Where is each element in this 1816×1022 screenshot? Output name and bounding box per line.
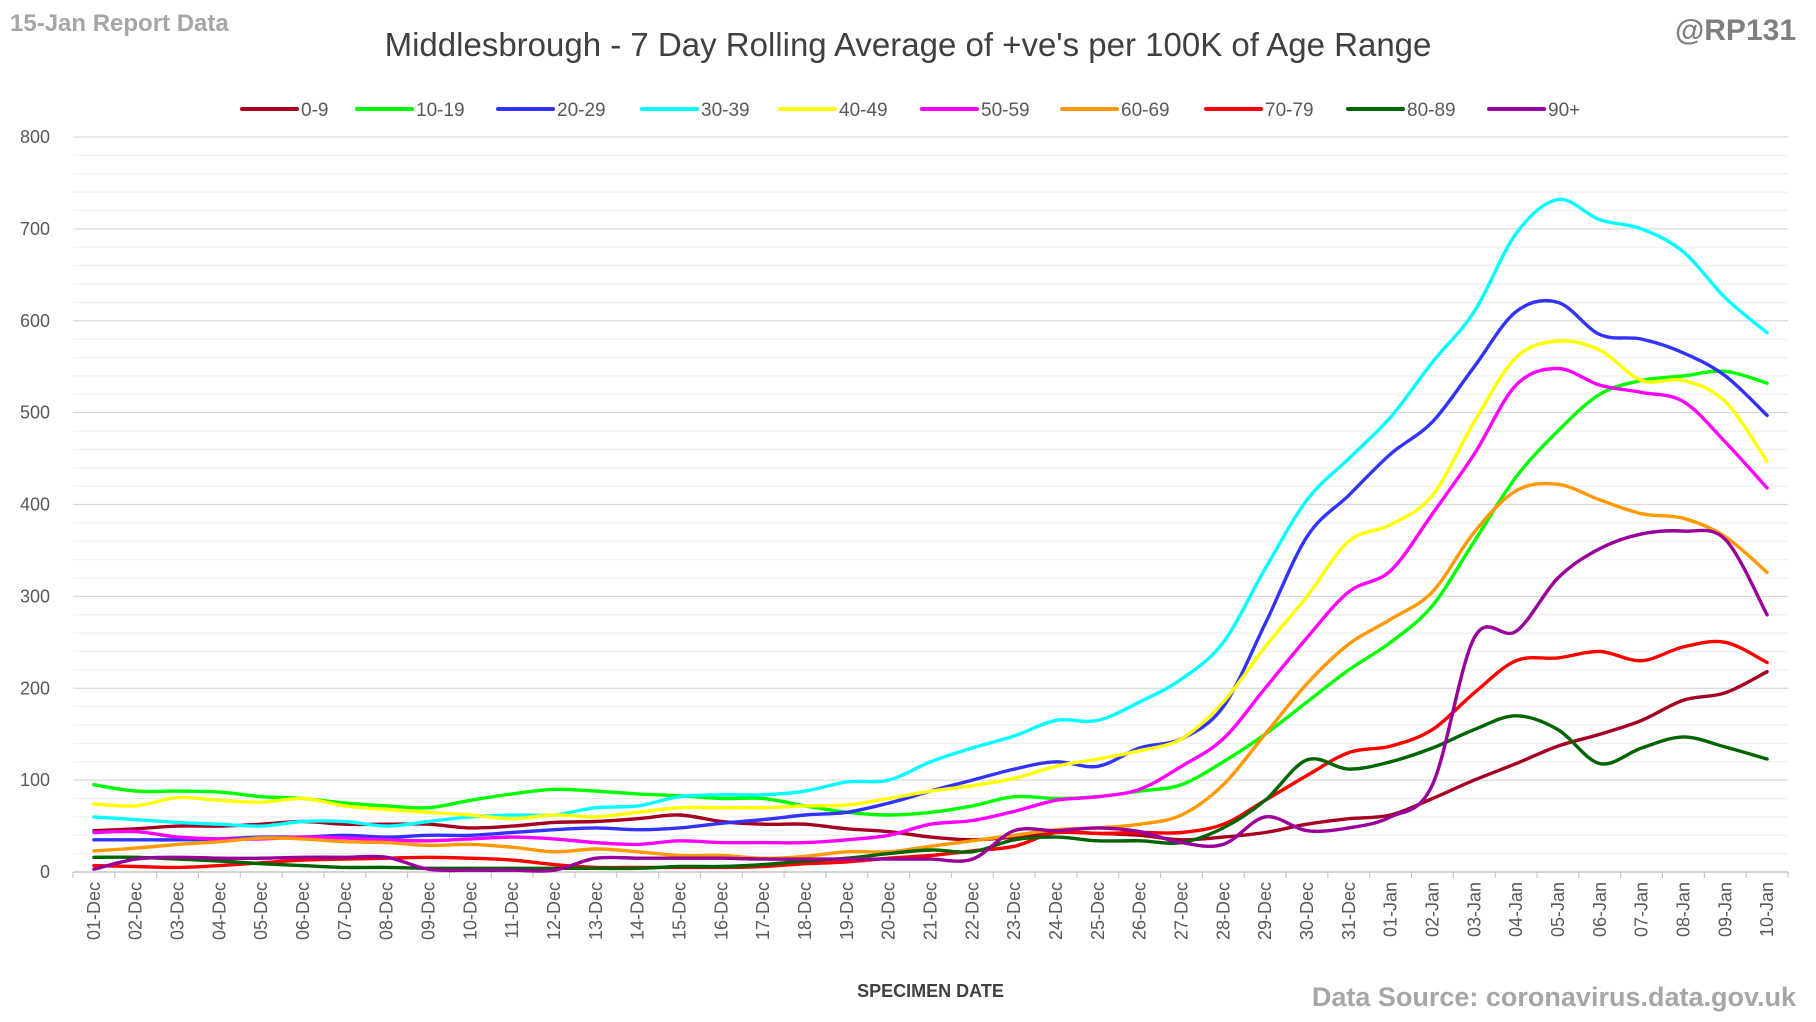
y-tick-label: 600 [20, 311, 50, 331]
x-tick-label: 16-Dec [711, 882, 731, 940]
legend-label: 0-9 [301, 100, 328, 121]
x-tick-label: 06-Dec [293, 882, 313, 940]
y-tick-label: 100 [20, 770, 50, 790]
series-line-10-19 [92, 369, 1769, 817]
legend-label: 60-69 [1121, 100, 1170, 121]
legend-label: 90+ [1548, 100, 1580, 121]
y-tick-label: 800 [20, 127, 50, 147]
x-tick-label: 08-Jan [1673, 882, 1693, 937]
legend-label: 40-49 [839, 100, 888, 121]
x-tick-label: 19-Dec [837, 882, 857, 940]
x-tick-label: 28-Dec [1213, 882, 1233, 940]
report-date-label: 15-Jan Report Data [10, 10, 229, 37]
legend-label: 80-89 [1407, 100, 1456, 121]
legend-label: 20-29 [557, 100, 606, 121]
series-line-30-39 [92, 197, 1769, 828]
x-tick-label: 27-Dec [1171, 882, 1191, 940]
series-line-90+ [92, 528, 1769, 873]
chart-title: Middlesbrough - 7 Day Rolling Average of… [384, 26, 1432, 63]
x-tick-label: 08-Dec [377, 882, 397, 940]
x-tick-label: 09-Dec [419, 882, 439, 940]
x-tick-label: 12-Dec [544, 882, 564, 940]
x-tick-label: 31-Dec [1339, 882, 1359, 940]
y-tick-label: 400 [20, 495, 50, 515]
x-tick-label: 20-Dec [879, 882, 899, 940]
x-tick-label: 30-Dec [1297, 882, 1317, 940]
x-tick-label: 17-Dec [753, 882, 773, 940]
y-tick-label: 700 [20, 219, 50, 239]
legend-label: 70-79 [1265, 100, 1314, 121]
x-tick-label: 05-Jan [1548, 882, 1568, 937]
x-tick-label: 07-Dec [335, 882, 355, 940]
author-handle: @RP131 [1675, 14, 1796, 47]
x-tick-label: 01-Dec [84, 882, 104, 940]
data-source-note: Data Source: coronavirus.data.gov.uk [1311, 982, 1796, 1012]
legend-label: 30-39 [701, 100, 750, 121]
x-tick-label: 10-Jan [1757, 882, 1777, 937]
x-tick-label: 07-Jan [1632, 882, 1652, 937]
x-axis-title: SPECIMEN DATE [857, 981, 1004, 1001]
x-tick-label: 04-Dec [209, 882, 229, 940]
y-tick-label: 500 [20, 403, 50, 423]
x-tick-label: 04-Jan [1506, 882, 1526, 937]
x-tick-label: 02-Jan [1422, 882, 1442, 937]
y-tick-label: 200 [20, 678, 50, 698]
x-tick-label: 21-Dec [921, 882, 941, 940]
x-tick-label: 18-Dec [795, 882, 815, 940]
y-tick-label: 0 [40, 862, 50, 882]
x-tick-label: 11-Dec [502, 882, 522, 939]
x-tick-label: 09-Jan [1715, 882, 1735, 937]
legend-label: 10-19 [416, 100, 465, 121]
x-tick-label: 15-Dec [670, 882, 690, 940]
series-line-0-9 [92, 670, 1769, 842]
x-tick-label: 22-Dec [962, 882, 982, 940]
x-tick-label: 03-Dec [168, 882, 188, 940]
x-tick-label: 05-Dec [251, 882, 271, 940]
x-tick-label: 02-Dec [126, 882, 146, 940]
x-tick-label: 03-Jan [1464, 882, 1484, 937]
x-tick-label: 25-Dec [1088, 882, 1108, 940]
legend-label: 50-59 [981, 100, 1030, 121]
series-line-20-29 [92, 298, 1769, 842]
x-tick-label: 10-Dec [460, 882, 480, 940]
x-tick-label: 14-Dec [628, 882, 648, 940]
y-tick-label: 300 [20, 586, 50, 606]
series-line-50-59 [92, 366, 1769, 847]
series-line-60-69 [92, 481, 1769, 860]
x-tick-label: 13-Dec [586, 882, 606, 940]
series-line-70-79 [92, 639, 1769, 870]
x-tick-label: 29-Dec [1255, 882, 1275, 940]
series-line-80-89 [92, 714, 1769, 871]
x-tick-label: 24-Dec [1046, 882, 1066, 940]
x-tick-label: 23-Dec [1004, 882, 1024, 940]
x-tick-label: 06-Jan [1590, 882, 1610, 937]
x-tick-label: 26-Dec [1130, 882, 1150, 940]
series-line-40-49 [92, 339, 1769, 821]
x-tick-label: 01-Jan [1381, 882, 1401, 937]
